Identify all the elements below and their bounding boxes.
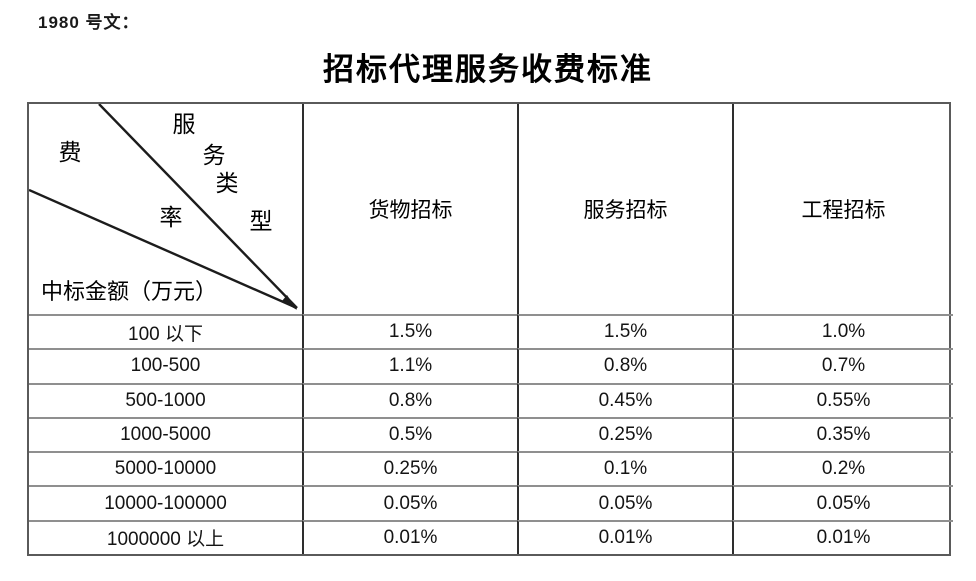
row-label: 100 以下 <box>29 314 302 348</box>
table-cell: 0.55% <box>732 382 953 417</box>
corner-amount-axis-label: 中标金额（万元） <box>41 279 218 304</box>
table-cell: 0.8% <box>517 348 732 383</box>
table-corner-cell: 服 费 务 类 率 型 中标金额（万元） <box>29 104 302 314</box>
diagonal-arrowhead <box>282 295 297 310</box>
column-header-engineering: 工程招标 <box>732 104 953 314</box>
column-header-services: 服务招标 <box>517 104 732 314</box>
corner-char-type: 类 <box>215 171 239 196</box>
row-label: 500-1000 <box>29 382 302 417</box>
table-cell: 1.5% <box>302 314 517 349</box>
corner-diagonal-lines <box>29 104 298 310</box>
corner-char-service: 服 <box>172 112 196 137</box>
fee-table: 服 费 务 类 率 型 中标金额（万元） 货物招标 服务招标 工程招标 100 … <box>27 102 953 556</box>
corner-char-wu: 务 <box>202 143 226 168</box>
table-cell: 0.35% <box>732 416 953 452</box>
table-cell: 1.0% <box>732 314 953 349</box>
corner-char-xing: 型 <box>249 209 273 234</box>
table-cell: 0.8% <box>302 382 517 417</box>
row-label: 10000-100000 <box>29 485 302 519</box>
table-cell: 0.05% <box>302 485 517 520</box>
doc-ref-label: 1980 号文： <box>38 13 140 32</box>
row-label: 100-500 <box>29 348 302 382</box>
table-cell: 0.05% <box>517 485 732 520</box>
table-cell: 0.25% <box>302 451 517 486</box>
corner-char-fee: 费 <box>58 140 82 165</box>
table-cell: 0.2% <box>732 451 953 486</box>
row-label: 1000-5000 <box>29 416 302 451</box>
row-label: 1000000 以上 <box>29 519 302 554</box>
table-cell: 0.01% <box>732 519 953 554</box>
table-cell: 0.01% <box>517 519 732 554</box>
table-cell: 1.5% <box>517 314 732 349</box>
row-label: 5000-10000 <box>29 451 302 485</box>
table-cell: 0.7% <box>732 348 953 383</box>
table-cell: 0.5% <box>302 416 517 452</box>
table-cell: 0.01% <box>302 519 517 554</box>
column-header-goods: 货物招标 <box>302 104 517 314</box>
table-cell: 1.1% <box>302 348 517 383</box>
table-cell: 0.1% <box>517 451 732 486</box>
table-cell: 0.45% <box>517 382 732 417</box>
table-cell: 0.25% <box>517 416 732 452</box>
page-title: 招标代理服务收费标准 <box>323 52 653 87</box>
corner-char-rate: 率 <box>159 205 183 230</box>
table-cell: 0.05% <box>732 485 953 520</box>
